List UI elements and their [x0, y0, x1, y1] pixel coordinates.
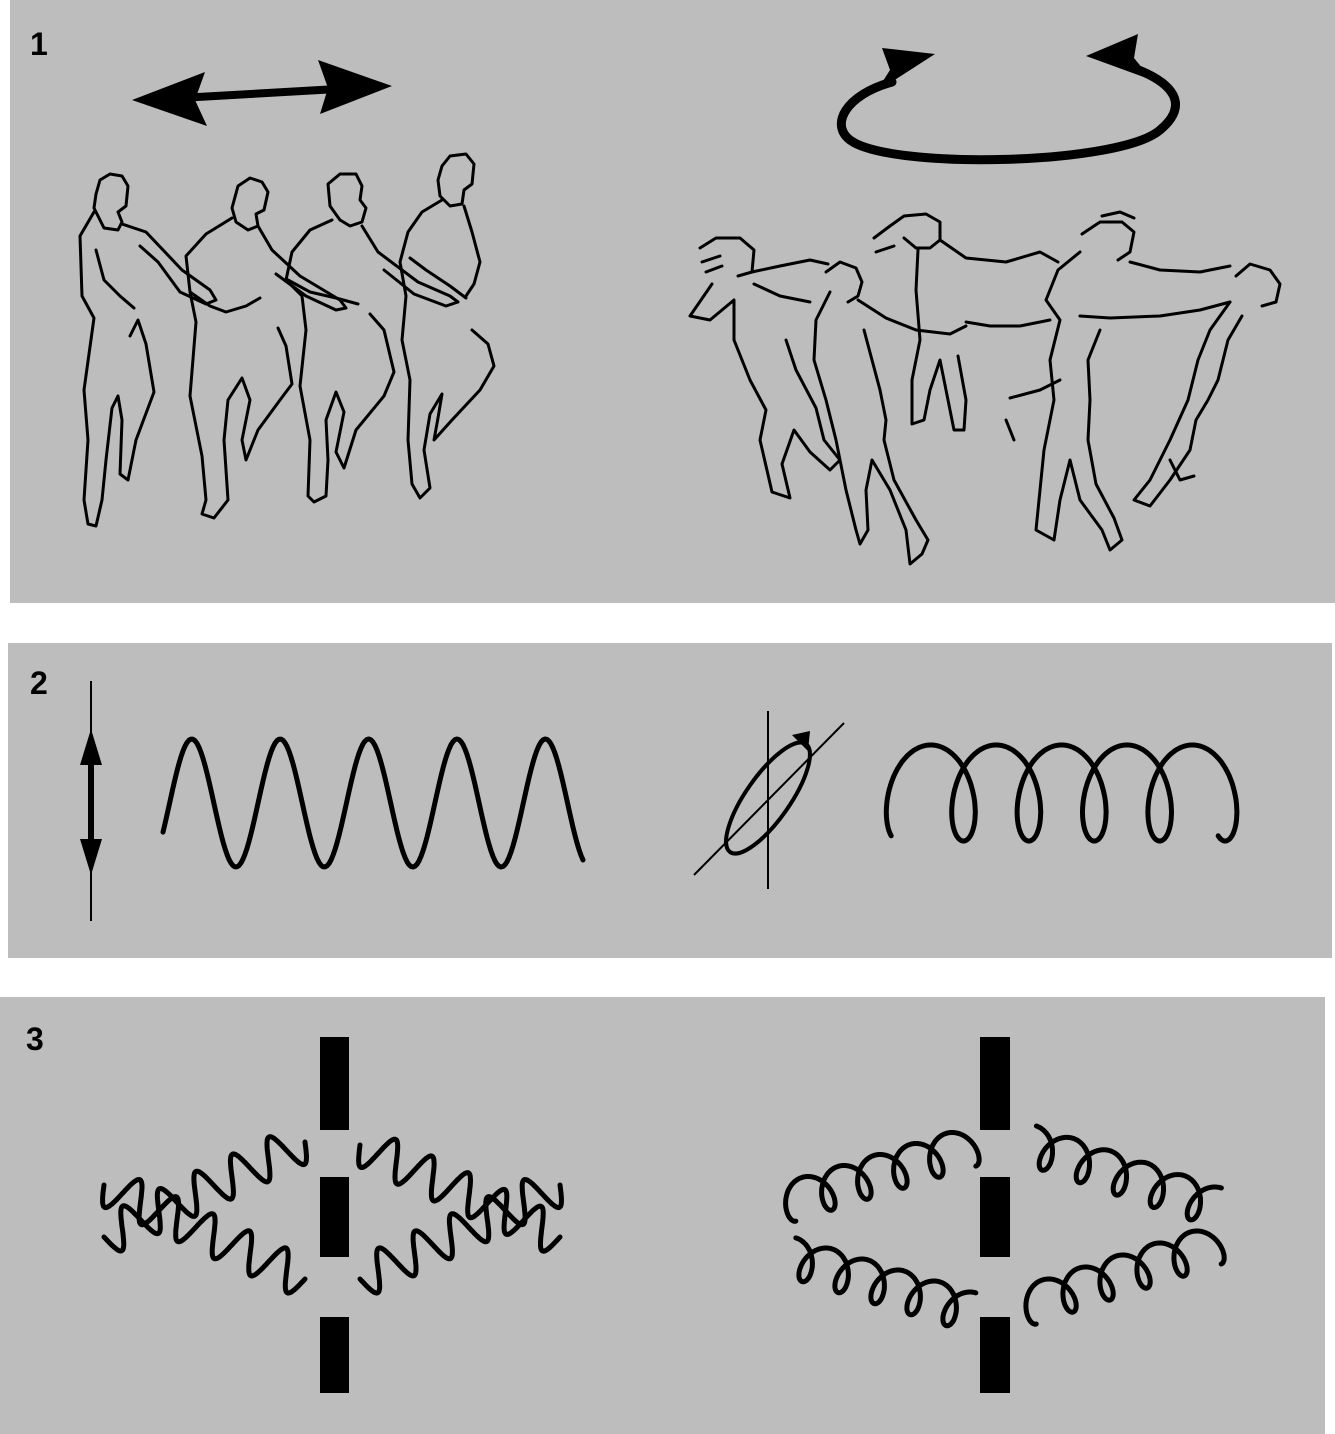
panel-3-art [100, 1037, 1227, 1393]
linear-polarization-axis-icon [80, 681, 102, 921]
double-slit-barrier-left [320, 1037, 349, 1393]
circle-dancers-figure [688, 210, 1282, 566]
panel-2-art [80, 681, 1240, 921]
panel-3: 3 [0, 997, 1325, 1434]
panel-1-label: 1 [30, 26, 48, 62]
double-headed-arrow-icon [132, 60, 392, 126]
panel-2-label: 2 [30, 665, 48, 701]
helix-interference-right [783, 1123, 1227, 1329]
circular-polarization-icon [693, 711, 845, 889]
panel-3-label: 3 [26, 1021, 44, 1057]
panel-2: 2 [8, 643, 1332, 958]
line-dancers-figure [78, 152, 496, 528]
circular-arrow-icon [836, 34, 1180, 165]
helical-wave [883, 742, 1240, 844]
linear-wave [160, 736, 586, 870]
double-slit-barrier-right [980, 1037, 1010, 1393]
wave-interference-left [100, 1134, 564, 1296]
panel-1: 1 [10, 0, 1335, 603]
panel-1-art [78, 34, 1282, 566]
